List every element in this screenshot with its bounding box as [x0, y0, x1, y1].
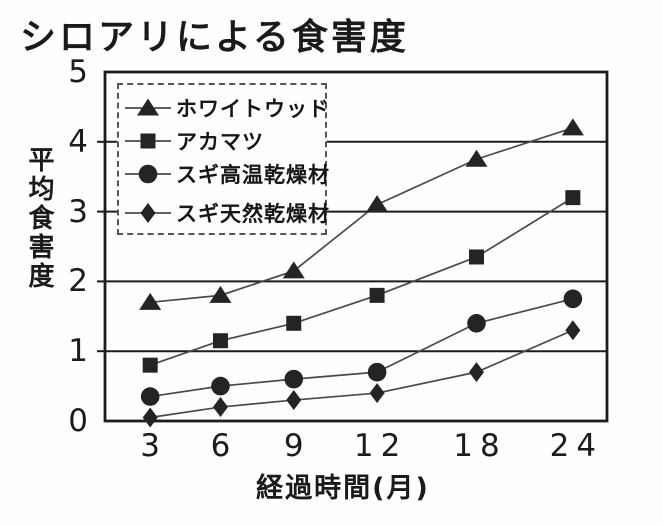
data-point-marker: [142, 357, 158, 373]
legend-label: スギ高温乾燥材: [176, 162, 330, 187]
legend-label: スギ天然乾燥材: [176, 201, 330, 226]
data-point-marker: [284, 369, 304, 389]
data-point-marker: [212, 397, 228, 418]
legend-label: ホワイトウッド: [176, 96, 330, 121]
data-point-marker: [286, 315, 302, 331]
legend-box: ホワイトウッド アカマツスギ高温乾燥材 スギ天然乾燥材: [117, 83, 329, 235]
series-line: [150, 298, 574, 398]
legend-item: アカマツ: [119, 124, 325, 157]
y-tick-label: 2: [68, 263, 88, 300]
data-point-marker: [139, 292, 162, 310]
data-point-marker: [369, 287, 385, 303]
data-point-marker: [468, 249, 484, 265]
square-legend-icon: [125, 133, 171, 148]
y-tick-label: 5: [68, 54, 88, 90]
series-line: [149, 196, 574, 366]
legend-item: スギ天然乾燥材: [119, 196, 329, 229]
data-point-marker: [565, 320, 581, 341]
data-point-marker: [282, 261, 305, 279]
diamond-icon: [140, 202, 156, 223]
data-point-marker: [366, 195, 389, 213]
series-line: [150, 127, 574, 304]
y-tick-label: 4: [68, 123, 88, 160]
data-point-marker: [142, 407, 158, 428]
plot-border: [103, 70, 609, 423]
chart-title: シロアリによる食害度: [20, 17, 409, 58]
triangle-icon: [137, 98, 159, 115]
square-icon: [140, 133, 156, 148]
legend-item: スギ高温乾燥材: [119, 157, 329, 190]
legend-label: アカマツ: [176, 129, 264, 154]
x-tick-label: 18: [453, 428, 507, 464]
x-tick-label: 24: [549, 428, 604, 464]
data-point-marker: [468, 362, 484, 383]
data-point-marker: [467, 313, 486, 333]
data-point-marker: [565, 190, 581, 206]
data-point-marker: [211, 376, 230, 396]
x-tick-label: 3: [140, 428, 168, 464]
data-point-marker: [465, 149, 488, 167]
circle-icon: [138, 164, 158, 183]
series-line: [150, 329, 574, 419]
x-axis-label: 経過時間(月): [256, 473, 430, 504]
y-tick-label: 0: [68, 403, 88, 439]
triangle-legend-icon: [125, 98, 171, 115]
data-point-marker: [367, 362, 387, 382]
y-tick-label: 3: [68, 193, 88, 230]
legend-item: ホワイトウッド: [119, 91, 329, 124]
data-point-marker: [563, 289, 583, 309]
y-tick-label: 1: [68, 333, 88, 370]
x-tick-label: 9: [283, 428, 311, 464]
y-axis-label: 平均食害度: [24, 146, 54, 291]
circle-legend-icon: [125, 164, 171, 183]
x-tick-label: 12: [353, 428, 408, 464]
data-point-marker: [286, 390, 302, 411]
diamond-legend-icon: [125, 202, 171, 223]
data-point-marker: [369, 383, 385, 404]
data-point-marker: [561, 118, 584, 136]
x-tick-label: 6: [210, 428, 238, 464]
data-point-marker: [212, 333, 228, 349]
data-point-marker: [140, 387, 160, 406]
data-point-marker: [209, 285, 232, 303]
